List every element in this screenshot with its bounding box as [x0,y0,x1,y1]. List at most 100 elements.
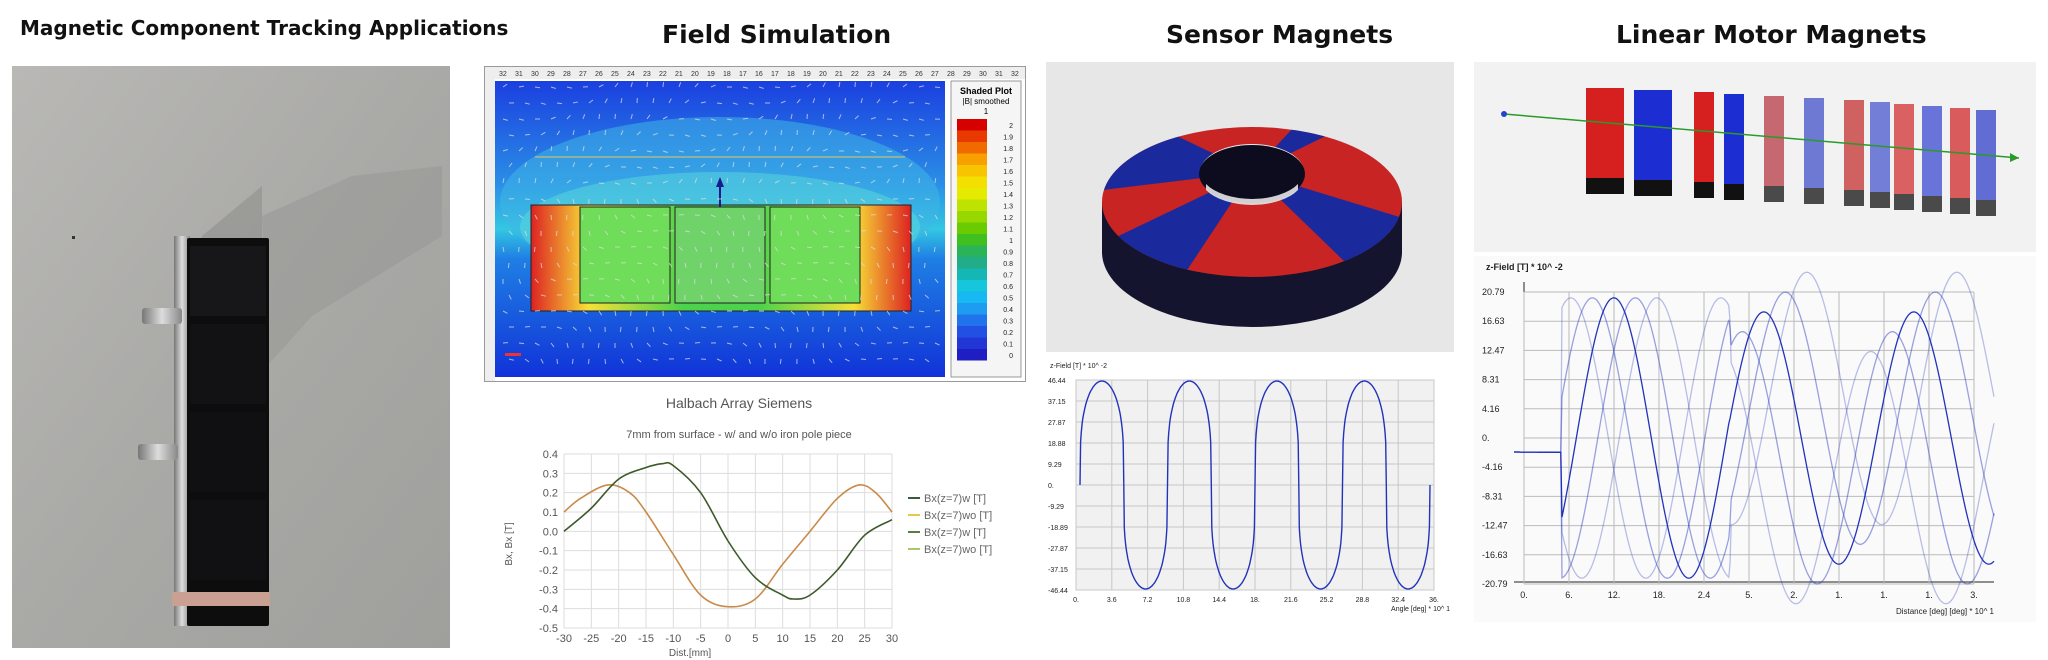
field-vector [645,310,648,317]
field-vector [796,294,803,297]
x-tick-label: 15 [804,633,816,645]
magnet-block-side [1844,190,1864,206]
field-vector [588,326,592,332]
ruler-tick: 18 [787,71,795,78]
field-vector [684,230,691,233]
field-vector [758,86,764,89]
field-vector [540,198,546,202]
y-tick-label: 0. [1482,433,1490,443]
heading-linear-motor-magnets: Linear Motor Magnets [1616,20,1927,49]
field-vector [630,278,636,283]
field-vector [550,278,556,282]
field-vector [774,310,780,314]
field-vector [902,214,909,217]
legend-value: 1.2 [1003,215,1013,222]
field-vector [828,130,833,136]
y-tick-label: -9.29 [1048,504,1064,511]
field-vector [508,134,515,137]
y-tick-label: 46.44 [1048,378,1066,385]
ruler-tick: 17 [771,71,779,78]
field-vector [566,342,569,348]
field-vector [764,326,770,330]
y-tick-label: 0. [1048,483,1054,490]
magnet-block-side [1764,186,1784,202]
field-vector [700,163,706,168]
series-line [1514,297,1995,585]
field-vector [556,102,563,105]
field-vector [662,180,668,184]
field-vector [892,230,898,234]
field-vector [870,179,876,184]
field-vector [598,113,601,120]
field-vector [758,278,764,281]
x-tick-label: -20 [611,633,627,645]
field-vector [732,358,737,364]
heading-sensor-magnets: Sensor Magnets [1166,20,1394,49]
field-vector [748,326,755,329]
x-tick-label: 5. [1745,590,1753,600]
field-vector [566,310,573,313]
field-vector [870,117,876,120]
legend-value: 1 [1009,238,1013,245]
field-vector [598,246,604,250]
field-vector [550,214,553,221]
field-vector [555,230,558,237]
field-vector [934,342,940,346]
field-vector [668,98,672,104]
field-vector [780,262,786,266]
field-vector [636,166,642,169]
field-vector [748,131,753,136]
field-vector [518,342,525,345]
x-tick-label: 10 [777,633,789,645]
field-vector [598,214,601,221]
x-tick-label: 20 [831,633,843,645]
field-vector [908,134,914,137]
field-vector [614,214,618,220]
series-line [1514,271,1995,579]
field-vector [918,118,924,121]
field-vector [924,102,930,105]
field-vector [550,145,553,152]
field-vector [604,358,607,365]
y-tick-label: -0.2 [539,565,558,577]
field-vector [885,278,888,285]
field-vector [636,358,642,363]
x-tick-label: 36. [1429,597,1439,604]
field-vector [604,164,610,168]
field-vector [534,146,538,152]
field-vector [726,342,732,345]
field-vector [534,214,538,220]
series-line [1514,297,1995,605]
x-tick-label: 32.4 [1391,597,1405,604]
legend-label: Bx(z=7)w [T] [924,493,986,505]
magnet-block-side [1724,184,1744,200]
field-vector [822,82,826,88]
x-tick-label: 5 [752,633,758,645]
ruler-tick: 27 [579,71,587,78]
ruler-tick: 22 [851,71,859,78]
legend-value: 0.1 [1003,342,1013,349]
legend-value: 1.5 [1003,181,1013,188]
field-vector [806,83,812,88]
ruler-tick: 28 [947,71,955,78]
field-vector [636,131,641,136]
field-vector [614,310,617,317]
field-vector [838,214,844,218]
field-vector [742,178,745,184]
magnet-block [1870,102,1890,192]
ruler-tick: 27 [931,71,939,78]
ruler-tick: 16 [755,71,763,78]
series-line [1514,291,1995,579]
field-vector [790,310,795,315]
field-vector [582,310,588,315]
field-vector [619,326,622,333]
y-tick-label: 12.47 [1482,345,1505,355]
linear-motor-image [1474,62,2036,252]
ruler-tick: 19 [803,71,811,78]
field-vector [886,246,891,252]
field-vector [668,262,673,268]
ruler-tick: 31 [515,71,523,78]
field-vector [918,85,924,88]
field-vector [684,165,690,168]
field-vector [646,342,651,347]
